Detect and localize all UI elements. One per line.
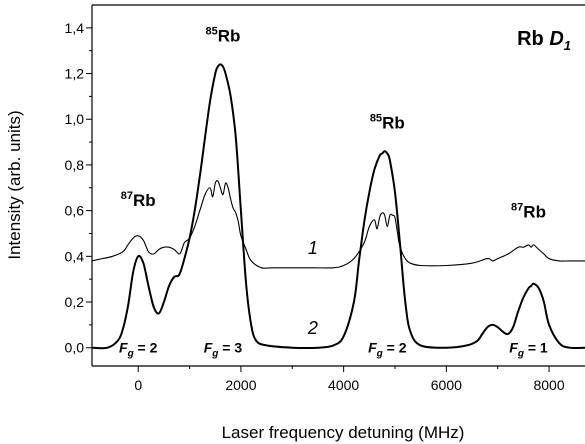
isotope-mass: 85 (205, 26, 217, 38)
fg-label-fg-2-right: Fg = 2 (368, 339, 407, 359)
series-line-2 (91, 63, 585, 350)
isotope-mass: 87 (121, 190, 133, 202)
isotope-label-rb87-right: 87Rb (511, 201, 546, 221)
isotope-element: Rb (218, 27, 241, 46)
fg-value: = 2 (383, 339, 407, 355)
y-tick-label: 0,8 (65, 157, 85, 173)
isotope-element: Rb (133, 191, 156, 210)
series-layer (91, 63, 585, 350)
isotope-element: Rb (523, 202, 546, 221)
y-tick-label: 1,2 (65, 66, 85, 82)
fg-value: = 1 (524, 339, 548, 355)
y-tick-label: 1,0 (65, 111, 85, 127)
y-axis: 0,0 0,2 0,4 0,6 0,8 1,0 1,2 1,4 (65, 20, 92, 356)
isotope-element: Rb (382, 113, 405, 132)
y-tick-label: 0,0 (65, 340, 85, 356)
y-tick-label: 0,6 (65, 203, 85, 219)
x-tick-label: 6000 (431, 377, 462, 393)
curve-label-1: 1 (308, 238, 318, 258)
x-tick-label: 8000 (533, 377, 564, 393)
fg-value: = 3 (218, 339, 242, 355)
fg-label-fg-3: Fg = 3 (204, 339, 243, 359)
fg-subscript: g (376, 348, 383, 359)
fg-letter: F (509, 339, 518, 355)
chart-title-letter: D (549, 28, 563, 50)
curve-label-2: 2 (307, 318, 318, 338)
series-line-1 (91, 180, 585, 269)
isotope-label-rb87-left: 87Rb (121, 190, 156, 210)
fg-subscript: g (127, 348, 134, 359)
y-tick-label: 0,4 (65, 248, 85, 264)
isotope-label-rb85-right: 85Rb (370, 112, 405, 132)
x-axis-title: Laser frequency detuning (MHz) (222, 423, 465, 442)
chart-title-sub: 1 (564, 38, 571, 53)
fg-label-fg-2-left: Fg = 2 (119, 339, 158, 359)
y-axis-title: Intensity (arb. units) (5, 110, 24, 259)
fg-letter: F (204, 339, 213, 355)
x-tick-label: 2000 (225, 377, 256, 393)
y-tick-label: 0,2 (65, 294, 85, 310)
x-tick-label: 4000 (328, 377, 359, 393)
chart-title-main: Rb (517, 28, 549, 50)
chart-title: Rb D1 (517, 28, 571, 53)
plot-area (91, 4, 585, 367)
fg-letter: F (368, 339, 377, 355)
isotope-mass: 85 (370, 112, 382, 124)
fg-letter: F (119, 339, 128, 355)
isotope-mass: 87 (511, 201, 523, 213)
y-tick-label: 1,4 (65, 20, 85, 36)
fg-subscript: g (517, 348, 524, 359)
fg-value: = 2 (134, 339, 158, 355)
x-axis: 0 2000 4000 6000 8000 (134, 366, 565, 393)
fg-subscript: g (211, 348, 218, 359)
isotope-label-rb85-left: 85Rb (205, 26, 240, 46)
x-tick-label: 0 (134, 377, 142, 393)
fg-label-fg-1: Fg = 1 (509, 339, 548, 359)
